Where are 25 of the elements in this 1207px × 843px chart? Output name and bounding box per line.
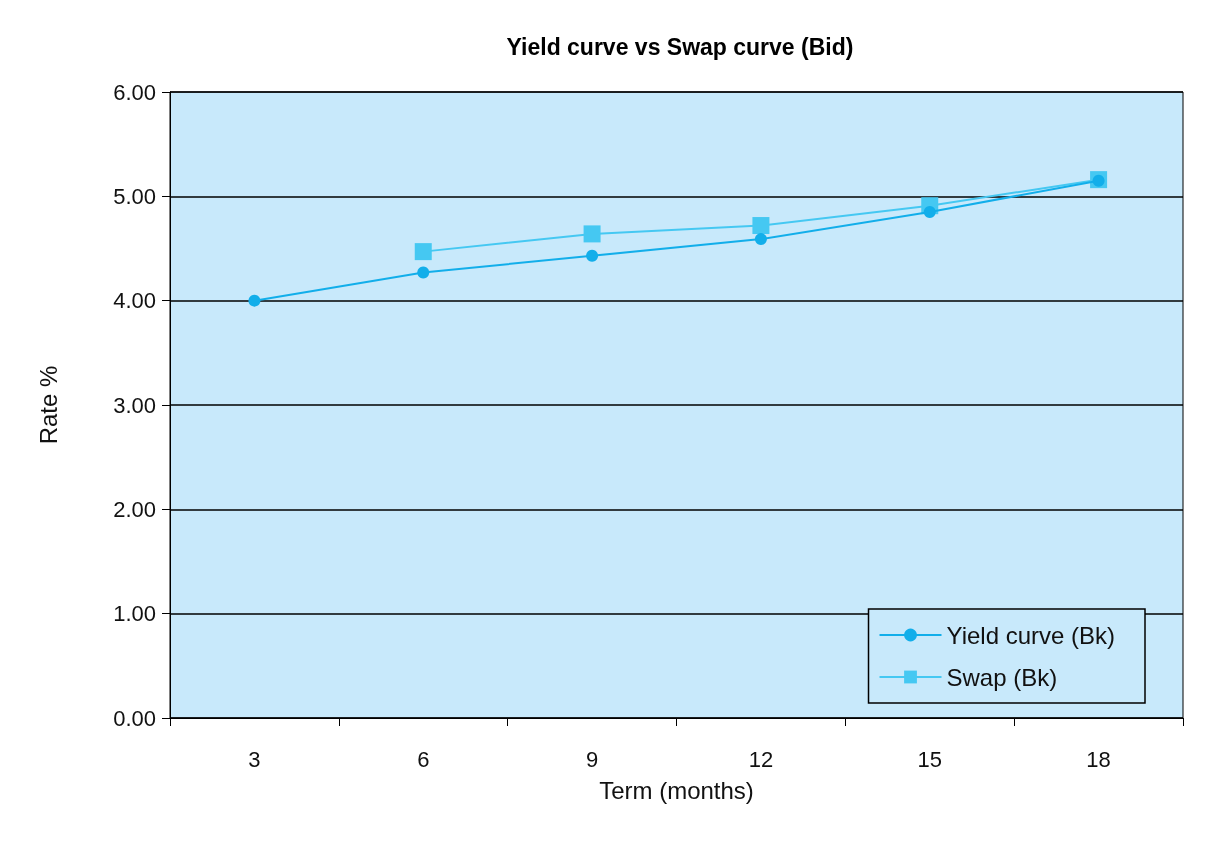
y-tick-label: 5.00 bbox=[113, 183, 156, 209]
point bbox=[414, 243, 432, 261]
point bbox=[754, 233, 767, 246]
x-tick-label: 6 bbox=[417, 746, 430, 772]
y-tick-label: 4.00 bbox=[113, 288, 156, 314]
x-tick-label: 12 bbox=[748, 746, 774, 772]
y-tick-label: 6.00 bbox=[113, 79, 156, 105]
point bbox=[586, 249, 599, 262]
y-tick-label: 0.00 bbox=[113, 705, 156, 731]
x-tick-label: 3 bbox=[248, 746, 261, 772]
point bbox=[583, 225, 601, 243]
chart-title: Yield curve vs Swap curve (Bid) bbox=[506, 33, 854, 60]
y-tick-label: 1.00 bbox=[113, 601, 156, 627]
x-tick-label: 15 bbox=[917, 746, 942, 772]
y-tick-label: 2.00 bbox=[113, 496, 156, 522]
legend-label: Swap (Bk) bbox=[946, 663, 1058, 691]
x-tick-label: 18 bbox=[1086, 746, 1111, 772]
x-tick-label: 9 bbox=[585, 746, 599, 772]
y-tick-label: 3.00 bbox=[113, 392, 156, 418]
point bbox=[248, 294, 261, 307]
point bbox=[752, 217, 770, 235]
x-axis-title: Term (months) bbox=[599, 776, 754, 804]
legend-label: Yield curve (Bk) bbox=[946, 621, 1116, 649]
y-axis-title: Rate % bbox=[34, 365, 62, 445]
point bbox=[417, 266, 430, 279]
